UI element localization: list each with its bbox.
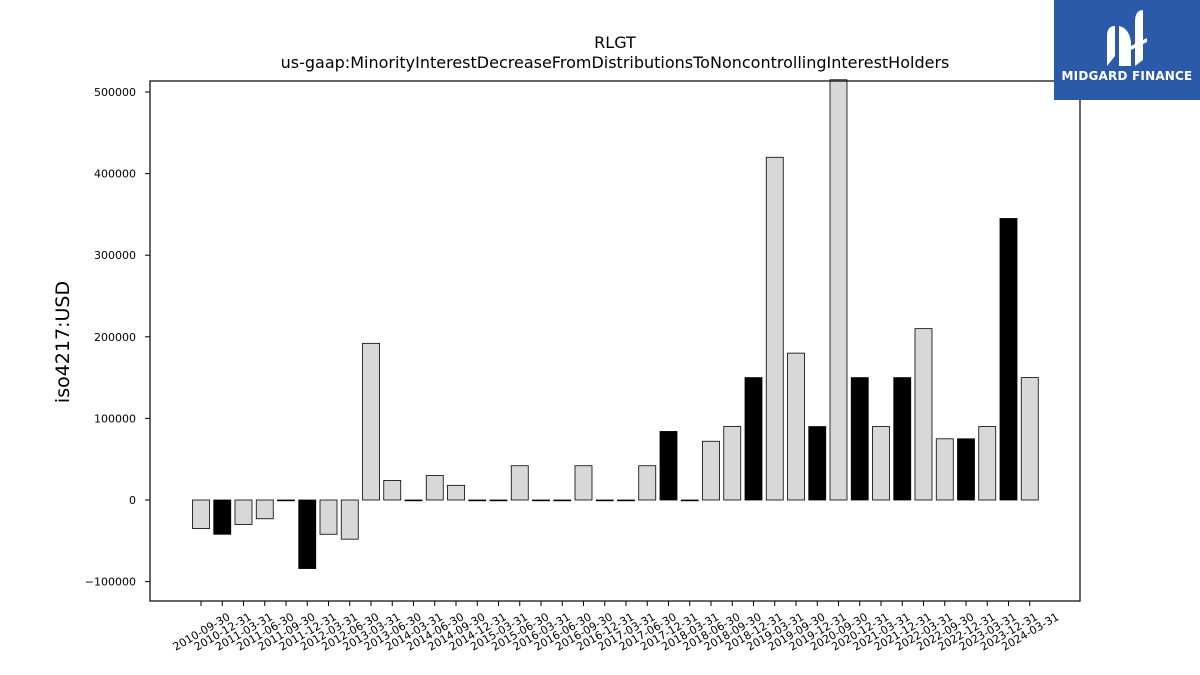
bar-2014-12-31: [468, 499, 487, 502]
chart-title: RLGT: [594, 33, 636, 52]
plot-frame: [149, 80, 1081, 602]
bar-2022-03-31: [914, 328, 933, 501]
brand-name: MIDGARD FINANCE: [1061, 69, 1193, 83]
y-axis: −100000 0 100000 200000 300000 400000 500000: [85, 86, 150, 589]
brand-logo: MIDGARD FINANCE: [1054, 0, 1200, 100]
bar-2017-03-31: [617, 499, 635, 502]
midgard-m-icon: [1107, 10, 1147, 66]
bar-2019-12-31: [808, 426, 827, 501]
y-tick-label: 400000: [94, 168, 136, 181]
bars-layer: [192, 79, 1039, 569]
bar-2011-09-30: [277, 499, 295, 502]
bar-2012-06-30: [340, 499, 359, 540]
bar-2014-06-30: [425, 475, 444, 501]
y-tick-label: 0: [129, 494, 136, 507]
bar-2016-06-30: [553, 499, 572, 502]
y-tick-label: −100000: [85, 576, 136, 589]
bar-2011-03-31: [234, 499, 253, 525]
bar-2010-12-31: [213, 499, 232, 535]
y-tick-label: 200000: [94, 331, 136, 344]
x-axis: 2010-09-302010-12-312011-03-312011-06-30…: [171, 601, 1061, 654]
y-axis-label: iso4217:USD: [52, 281, 74, 403]
bar-2010-09-30: [192, 499, 210, 529]
bar-2020-12-31: [850, 377, 869, 501]
bar-2013-06-30: [383, 480, 402, 501]
chart-subtitle: us-gaap:MinorityInterestDecreaseFromDist…: [281, 53, 950, 72]
bar-2019-09-30: [787, 352, 805, 501]
bar-2019-03-31: [765, 156, 784, 501]
bar-2011-12-31: [298, 499, 317, 569]
bar-2021-03-31: [872, 426, 890, 501]
y-tick-label: 300000: [94, 249, 136, 262]
bar-2018-06-30: [702, 440, 720, 501]
bar-2016-12-31: [595, 499, 614, 502]
y-tick-label: 500000: [94, 86, 136, 99]
bar-2018-12-31: [744, 377, 763, 501]
bar-2017-06-30: [638, 465, 657, 501]
bar-2013-03-31: [362, 342, 380, 501]
bar-2017-12-31: [659, 431, 678, 501]
bar-2018-09-30: [723, 426, 742, 501]
bar-2016-03-31: [532, 499, 550, 502]
bar-2015-06-30: [510, 465, 529, 501]
bar-2016-09-30: [574, 465, 593, 501]
bar-2022-09-30: [935, 438, 954, 501]
bar-2014-03-31: [404, 499, 423, 502]
y-tick-label: 100000: [94, 412, 136, 425]
bar-2011-06-30: [255, 499, 274, 520]
bar-2022-12-31: [957, 438, 975, 501]
bar-2023-12-31: [999, 218, 1018, 501]
bar-2018-03-31: [680, 499, 699, 502]
bar-2023-03-31: [978, 426, 997, 501]
bar-2021-12-31: [893, 377, 912, 501]
bar-2020-09-30: [829, 79, 848, 501]
bar-2012-03-31: [319, 499, 338, 535]
bar-2024-03-31: [1020, 377, 1039, 501]
bar-2014-09-30: [447, 484, 465, 501]
bar-2015-03-31: [489, 499, 508, 502]
